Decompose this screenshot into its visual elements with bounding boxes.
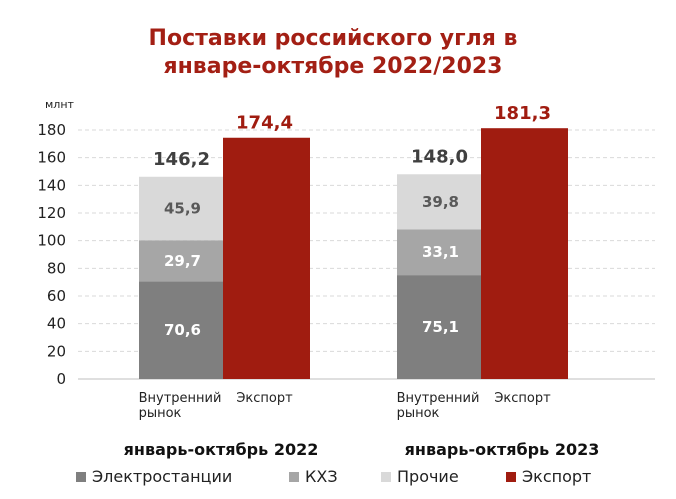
- bar-segment: [397, 229, 484, 276]
- category-label-stack: Внутренний: [397, 391, 480, 406]
- bar-segment: [139, 176, 226, 241]
- bars: [139, 128, 568, 379]
- y-tick-label: 140: [37, 176, 66, 194]
- y-tick-label: 160: [37, 149, 66, 167]
- category-label-stack: рынок: [397, 406, 440, 421]
- y-axis-ticks: 0 20 40 60 80 100 120 140 160 180: [37, 121, 66, 388]
- bar-segment: [397, 174, 484, 230]
- y-tick-label: 0: [56, 370, 66, 388]
- legend-label: КХЗ: [305, 467, 338, 486]
- legend-swatch: [76, 472, 86, 482]
- group-label: январь-октябрь 2023: [405, 440, 600, 459]
- legend-label: Экспорт: [522, 467, 591, 486]
- export-value-label: 174,4: [236, 113, 293, 134]
- bar-segment: [397, 275, 484, 379]
- legend-label: Электростанции: [92, 467, 232, 486]
- legend-swatch: [289, 472, 299, 482]
- y-tick-label: 60: [47, 287, 66, 305]
- stack-total-label: 146,2: [153, 149, 210, 170]
- segment-value-label: 75,1: [422, 318, 459, 336]
- legend: Электростанции КХЗ Прочие Экспорт: [76, 467, 591, 486]
- chart-title-line-2: январе-октябре 2022/2023: [163, 54, 502, 79]
- stack-total-label: 148,0: [411, 146, 468, 167]
- category-label-export: Экспорт: [236, 391, 293, 406]
- category-label-export: Экспорт: [494, 391, 551, 406]
- segment-value-label: 29,7: [164, 252, 201, 270]
- legend-swatch: [381, 472, 391, 482]
- segment-value-label: 70,6: [164, 321, 201, 339]
- y-tick-label: 20: [47, 342, 66, 360]
- category-label-stack: Внутренний: [139, 391, 222, 406]
- y-tick-label: 180: [37, 121, 66, 139]
- y-tick-label: 80: [47, 259, 66, 277]
- bar-segment: [139, 281, 226, 379]
- legend-label: Прочие: [397, 467, 459, 486]
- segment-value-label: 45,9: [164, 200, 201, 218]
- bar-export: [223, 137, 310, 379]
- data-labels: 70,6 29,7 45,9 146,2 174,4 75,1 33,1 39,8 148,0 1…: [153, 103, 551, 339]
- legend-swatch: [506, 472, 516, 482]
- group-label: январь-октябрь 2022: [124, 440, 319, 459]
- y-tick-label: 40: [47, 315, 66, 333]
- export-value-label: 181,3: [494, 103, 551, 124]
- chart-title: Поставки российского угля в январе-октяб…: [149, 26, 518, 79]
- y-tick-label: 100: [37, 232, 66, 250]
- bar-segment: [139, 240, 226, 282]
- bar-export: [481, 128, 568, 379]
- segment-value-label: 39,8: [422, 193, 459, 211]
- y-tick-label: 120: [37, 204, 66, 222]
- y-axis-unit: млнт: [45, 98, 75, 111]
- chart-title-line-1: Поставки российского угля в: [149, 26, 518, 51]
- segment-value-label: 33,1: [422, 243, 459, 261]
- category-label-stack: рынок: [139, 406, 182, 421]
